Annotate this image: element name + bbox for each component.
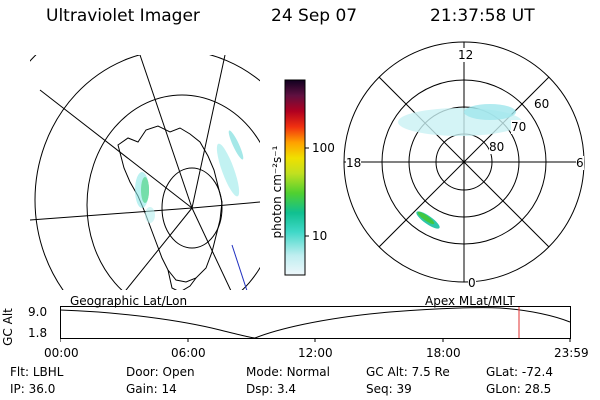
geographic-image xyxy=(30,55,260,290)
geographic-lat-lon-label: Geographic Lat/Lon xyxy=(70,294,188,308)
info-glon: GLon: 28.5 xyxy=(486,382,552,396)
mlt-label-6: 6 xyxy=(576,156,584,170)
mlt-label-18: 18 xyxy=(346,156,362,170)
gc-alt-tick-1-8: 1.8 xyxy=(28,326,48,340)
lat-ring xyxy=(34,55,260,290)
altitude-curve xyxy=(60,307,571,339)
mlt-label-12: 12 xyxy=(458,48,474,62)
colorbar-tick-100: 100 xyxy=(312,141,335,155)
info-flt: Flt: LBHL xyxy=(10,365,64,379)
time-tick-2359: 23:59 xyxy=(554,346,589,360)
info-mode: Mode: Normal xyxy=(246,365,330,379)
date-label: 24 Sep 07 xyxy=(271,6,358,26)
info-door: Door: Open xyxy=(126,365,195,379)
info-ip: IP: 36.0 xyxy=(10,382,56,396)
mlt-label-0: 0 xyxy=(468,276,476,290)
info-gain: Gain: 14 xyxy=(126,382,177,396)
continent-outline xyxy=(117,125,223,283)
colorbar xyxy=(284,79,309,276)
time-label: 21:37:58 UT xyxy=(430,6,535,26)
polar-mlt-plot xyxy=(343,41,585,283)
info-seq: Seq: 39 xyxy=(366,382,412,396)
aurora-emission xyxy=(135,130,244,223)
gc-alt-tick-9: 9.0 xyxy=(28,305,48,319)
time-tick-12: 12:00 xyxy=(298,346,333,360)
lat-label-70: 70 xyxy=(511,120,527,134)
info-gc-alt: GC Alt: 7.5 Re xyxy=(366,365,450,379)
colorbar-unit-label: photon cm⁻²s⁻¹ xyxy=(270,145,284,239)
instrument-title: Ultraviolet Imager xyxy=(46,6,200,26)
apex-mlat-mlt-label: Apex MLat/MLT xyxy=(425,294,515,308)
lat-label-80: 80 xyxy=(489,140,505,154)
colorbar-gradient xyxy=(284,79,306,276)
lat-ring xyxy=(161,167,223,249)
colorbar-tick-10: 10 xyxy=(312,229,328,243)
polar-aurora-emission xyxy=(398,104,522,229)
gc-alt-axis-label: GC Alt xyxy=(1,308,15,346)
altitude-track-plot xyxy=(60,306,571,342)
altitude-plot-frame xyxy=(60,306,571,339)
time-tick-18: 18:00 xyxy=(426,346,461,360)
lat-label-60: 60 xyxy=(534,97,550,111)
info-dsp: Dsp: 3.4 xyxy=(246,382,297,396)
lat-ring xyxy=(86,94,260,290)
info-glat: GLat: -72.4 xyxy=(486,365,553,379)
time-tick-06: 06:00 xyxy=(171,346,206,360)
time-tick-00: 00:00 xyxy=(44,346,79,360)
